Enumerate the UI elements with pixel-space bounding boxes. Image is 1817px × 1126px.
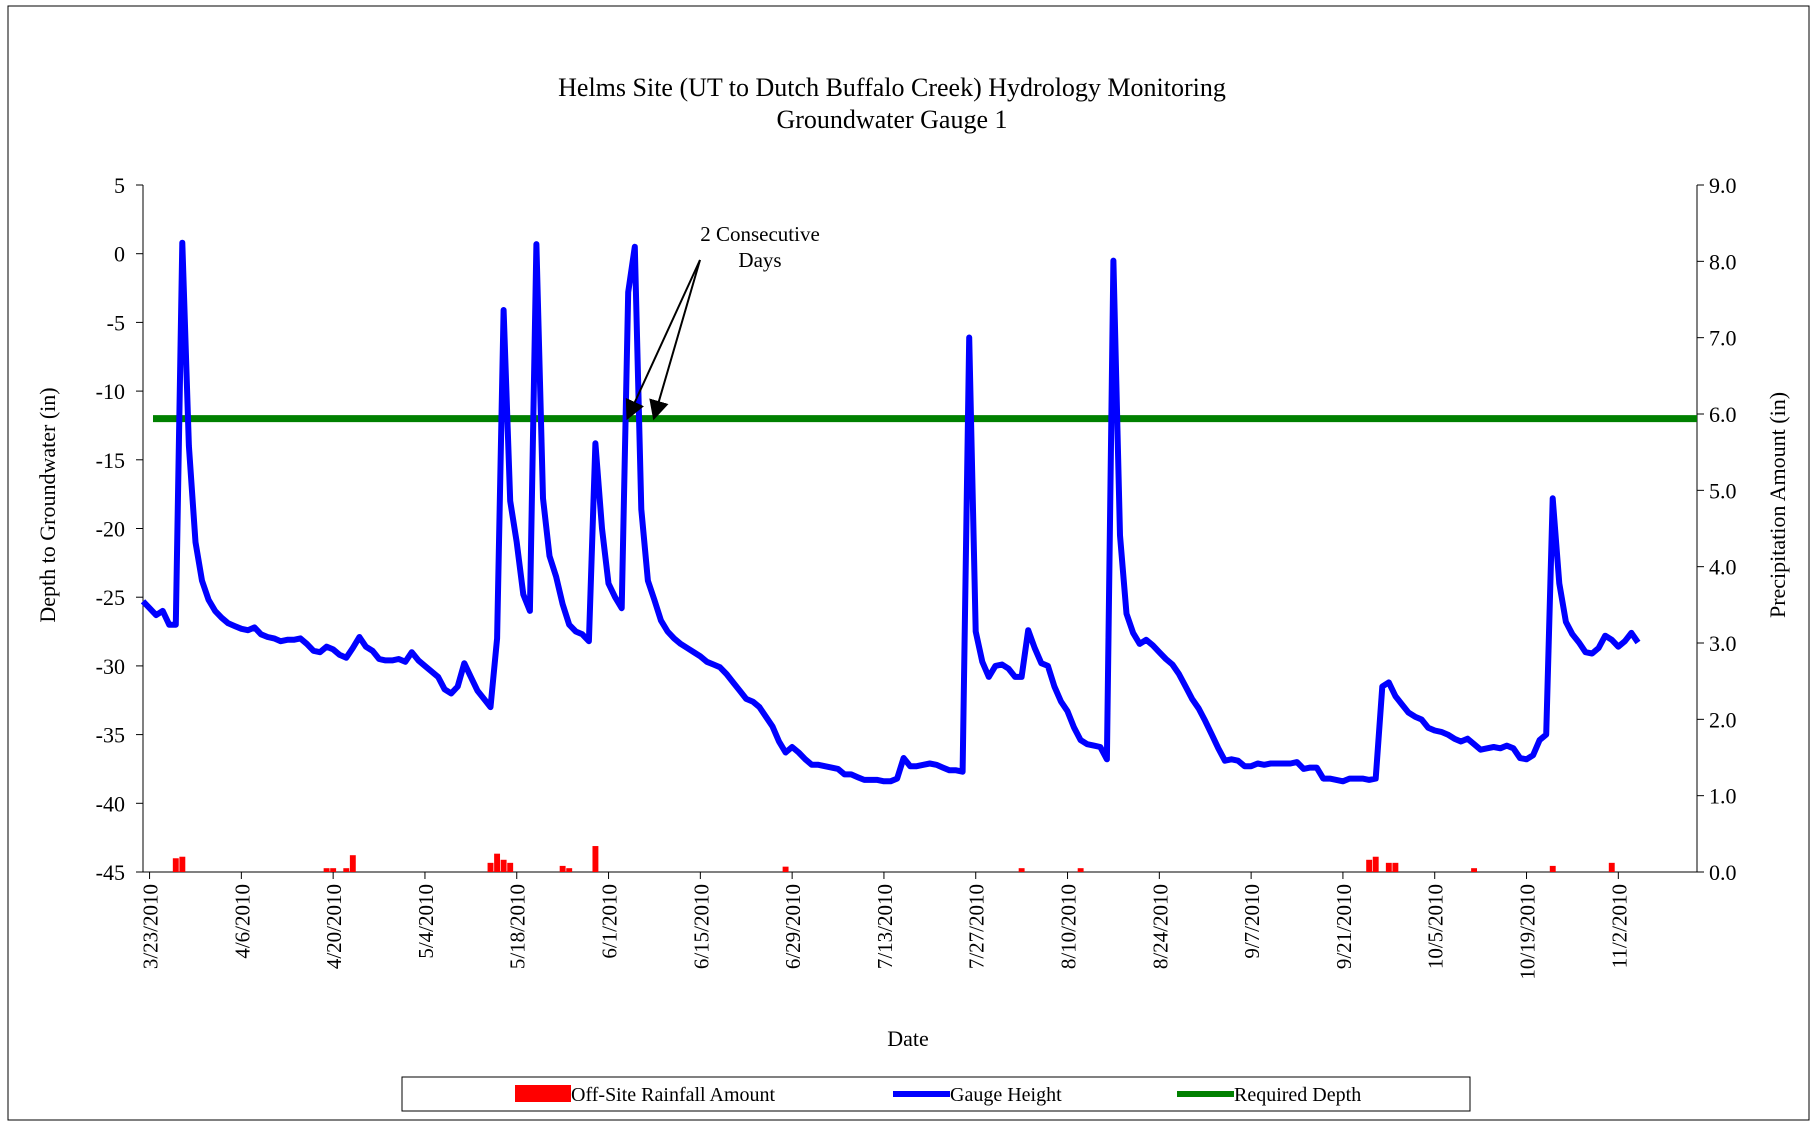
rain-bar xyxy=(494,853,501,872)
rain-bar xyxy=(487,862,494,872)
x-tick-label: 6/1/2010 xyxy=(598,884,622,959)
x-tick-label: 6/29/2010 xyxy=(781,884,805,969)
rain-bar xyxy=(349,855,356,872)
x-tick-label: 5/4/2010 xyxy=(414,884,438,959)
rain-bar xyxy=(782,866,789,872)
rain-bar xyxy=(179,856,186,872)
x-tick-label: 4/20/2010 xyxy=(322,884,346,969)
annotation-arrow xyxy=(625,259,701,421)
y-tick-label: -5 xyxy=(107,310,125,335)
legend-label-rain: Off-Site Rainfall Amount xyxy=(571,1084,775,1106)
rain-bar xyxy=(592,846,599,872)
y-tick-label: -45 xyxy=(96,860,125,885)
chart-title: Helms Site (UT to Dutch Buffalo Creek) H… xyxy=(558,73,1226,102)
x-tick-label: 11/2/2010 xyxy=(1607,884,1631,968)
rain-bar xyxy=(1077,868,1084,872)
y2-tick-label: 5.0 xyxy=(1709,478,1737,503)
y2-tick-label: 3.0 xyxy=(1709,631,1737,656)
y2-tick-label: 2.0 xyxy=(1709,707,1737,732)
rain-bar xyxy=(500,859,507,872)
y2-tick-label: 9.0 xyxy=(1709,173,1737,198)
rain-bar xyxy=(1366,859,1373,872)
rain-bar xyxy=(1471,868,1478,872)
y-tick-label: -10 xyxy=(96,379,125,404)
chart-subtitle: Groundwater Gauge 1 xyxy=(776,105,1007,134)
x-tick-label: 7/27/2010 xyxy=(965,884,989,969)
y-tick-label: 0 xyxy=(114,242,125,267)
y2-tick-label: 8.0 xyxy=(1709,249,1737,274)
x-tick-label: 9/21/2010 xyxy=(1332,884,1356,969)
annotation-text-line1: 2 Consecutive xyxy=(700,222,820,246)
rain-bar xyxy=(323,868,330,872)
x-tick-label: 9/7/2010 xyxy=(1240,884,1264,959)
x-tick-label: 10/5/2010 xyxy=(1424,884,1448,969)
legend-label-gauge: Gauge Height xyxy=(950,1084,1062,1106)
annotation-text-line2: Days xyxy=(738,248,781,272)
y2-tick-label: 6.0 xyxy=(1709,402,1737,427)
legend-box xyxy=(401,1076,1471,1112)
x-tick-label: 10/19/2010 xyxy=(1516,884,1540,980)
chart-border xyxy=(7,5,1810,1121)
legend-label-required: Required Depth xyxy=(1234,1084,1361,1106)
y-tick-label: -30 xyxy=(96,654,125,679)
y-tick-label: 5 xyxy=(114,173,125,198)
rain-bar xyxy=(1549,865,1556,872)
rain-bar xyxy=(507,862,514,872)
rain-bar xyxy=(172,858,179,872)
plot-area: 5 0 -5 -10 -15 -20 -25 -30 -35 -40 -45 9.0 8.0 7.0 6.0… xyxy=(96,173,1737,980)
x-tick-label: 7/13/2010 xyxy=(873,884,897,969)
y-tick-label: -25 xyxy=(96,585,125,610)
rain-bar xyxy=(1372,856,1379,872)
y2-tick-label: 7.0 xyxy=(1709,326,1737,351)
y-tick-label: -35 xyxy=(96,723,125,748)
x-tick-label: 3/23/2010 xyxy=(139,884,163,969)
x-axis-label: Date xyxy=(887,1026,929,1051)
x-tick-label: 4/6/2010 xyxy=(230,884,254,959)
annotation: 2 Consecutive Days xyxy=(625,222,820,421)
rain-bar xyxy=(566,868,573,872)
x-tick-label: 5/18/2010 xyxy=(506,884,530,969)
rain-bar xyxy=(1608,862,1615,872)
y-tick-label: -40 xyxy=(96,791,125,816)
annotation-arrow xyxy=(649,259,701,421)
rain-bar xyxy=(1392,862,1399,872)
y2-axis-label: Precipitation Amount (in) xyxy=(1765,392,1790,618)
y2-tick-label: 0.0 xyxy=(1709,860,1737,885)
rain-bar xyxy=(1018,868,1025,872)
y-tick-label: -20 xyxy=(96,517,125,542)
x-tick-label: 8/24/2010 xyxy=(1148,884,1172,969)
y2-tick-label: 4.0 xyxy=(1709,555,1737,580)
gauge-height-line xyxy=(140,239,1641,785)
rain-bar xyxy=(559,865,566,872)
y-tick-label: -15 xyxy=(96,448,125,473)
legend: Off-Site Rainfall Amount Gauge Height Re… xyxy=(401,1076,1471,1112)
legend-swatch-rain xyxy=(515,1085,571,1102)
y-axis-label: Depth to Groundwater (in) xyxy=(35,387,60,622)
x-tick-label: 8/10/2010 xyxy=(1057,884,1081,969)
y2-tick-label: 1.0 xyxy=(1709,784,1737,809)
rain-bar xyxy=(330,868,337,872)
x-tick-label: 6/15/2010 xyxy=(689,884,713,969)
rain-bar xyxy=(1385,862,1392,872)
rain-bar xyxy=(343,868,350,872)
